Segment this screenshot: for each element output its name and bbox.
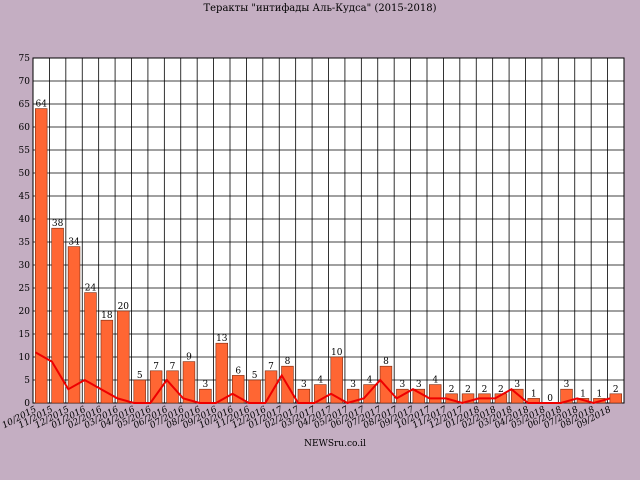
bar-value-label: 7	[153, 362, 159, 372]
bar-value-label: 0	[547, 394, 553, 404]
y-tick-label: 35	[19, 238, 31, 248]
gridlines	[32, 57, 625, 404]
bar-value-label: 3	[203, 380, 209, 390]
bar-value-label: 4	[367, 376, 373, 386]
bar	[231, 375, 245, 404]
bar	[330, 356, 343, 404]
bar-value-label: 3	[400, 380, 406, 390]
bar-value-label: 1	[580, 389, 586, 399]
bar	[511, 388, 524, 404]
y-tick-label: 45	[19, 192, 31, 202]
bar	[560, 388, 573, 404]
bar-value-label: 6	[235, 366, 241, 376]
bar-value-label: 2	[465, 385, 471, 395]
y-tick-label: 10	[19, 353, 31, 363]
bar	[412, 388, 426, 404]
bar	[149, 370, 163, 404]
y-tick-label: 50	[19, 169, 31, 179]
bar-value-label: 5	[137, 371, 143, 381]
bar-value-label: 3	[350, 380, 356, 390]
bar-value-label: 20	[118, 302, 130, 312]
bar	[51, 227, 64, 404]
bar	[461, 393, 475, 404]
y-tick-label: 40	[19, 215, 31, 225]
bar	[182, 361, 196, 404]
bar-value-label: 13	[216, 334, 228, 344]
bar-value-label: 34	[68, 238, 80, 248]
bar-value-label: 8	[285, 357, 291, 367]
source-footer: NEWSru.co.il	[304, 439, 366, 449]
bar	[67, 246, 81, 404]
bar	[84, 292, 97, 404]
bar	[248, 379, 261, 404]
bar-value-label: 1	[531, 389, 537, 399]
bar-value-label: 1	[597, 389, 603, 399]
bar-value-label: 3	[514, 380, 520, 390]
bar	[428, 384, 442, 404]
bar-value-label: 2	[498, 385, 504, 395]
y-tick-label: 25	[19, 284, 31, 294]
bar	[363, 384, 376, 404]
bar-value-label: 24	[85, 284, 97, 294]
y-tick-label: 60	[19, 123, 31, 133]
bar	[264, 370, 278, 404]
bar	[199, 388, 212, 404]
bar-value-label: 7	[170, 362, 176, 372]
y-tick-label: 75	[19, 54, 31, 64]
bar-value-label: 9	[186, 353, 192, 363]
y-tick-label: 5	[24, 376, 30, 386]
bar	[117, 310, 130, 404]
bar-value-label: 2	[482, 385, 488, 395]
bar-value-label: 5	[252, 371, 258, 381]
bar-value-label: 7	[268, 362, 274, 372]
y-tick-label: 65	[19, 100, 31, 110]
bar-value-label: 2	[613, 385, 619, 395]
bar-value-label: 8	[383, 357, 389, 367]
bar-value-label: 3	[301, 380, 307, 390]
bar-value-label: 10	[331, 348, 343, 358]
bar-value-label: 3	[416, 380, 422, 390]
bar-value-label: 64	[35, 100, 47, 110]
y-tick-label: 20	[19, 307, 31, 317]
bar	[133, 379, 146, 404]
bar	[297, 388, 311, 404]
bar-value-label: 3	[564, 380, 570, 390]
bar	[34, 108, 48, 404]
x-axis-ticks: 10/201511/201512/201501/201602/201603/20…	[1, 405, 614, 432]
bar-value-label: 4	[432, 376, 438, 386]
line-path	[35, 351, 611, 405]
chart-title: Теракты "интифады Аль-Кудса" (2015-2018)	[203, 3, 436, 14]
y-axis-ticks: 0 5 10 15 20 25 30 35 40 45 50 55 60 65 70 75	[19, 54, 31, 409]
bar	[314, 384, 327, 404]
y-tick-label: 70	[19, 77, 31, 87]
bar	[100, 319, 114, 404]
y-tick-label: 55	[19, 146, 31, 156]
bar-value-label: 18	[101, 311, 113, 321]
bar	[346, 388, 360, 404]
line-series	[35, 351, 611, 405]
y-tick-label: 30	[19, 261, 31, 271]
bar-value-label: 4	[317, 376, 323, 386]
bar-value-label: 2	[449, 385, 455, 395]
bar	[379, 365, 393, 404]
bar	[215, 342, 229, 404]
y-tick-label: 15	[19, 330, 31, 340]
bar-value-label: 38	[52, 219, 64, 229]
y-tick-label: 0	[24, 399, 30, 409]
bar	[609, 393, 623, 404]
